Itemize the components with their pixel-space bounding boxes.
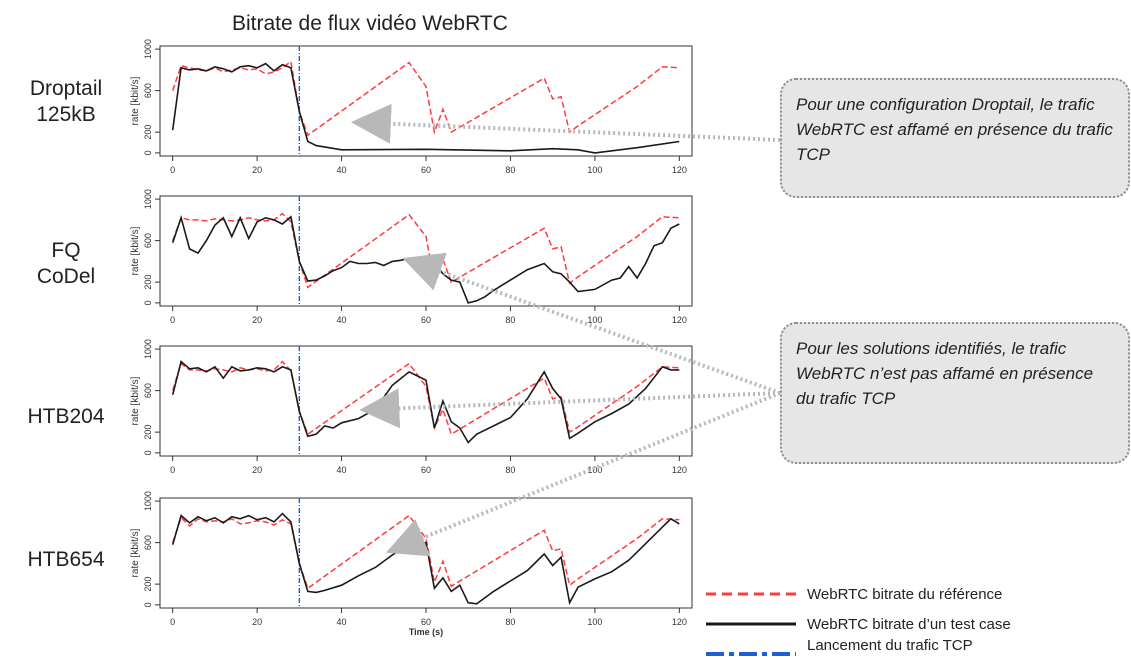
series-testcase-line bbox=[171, 360, 680, 444]
y-tick-label: 200 bbox=[143, 125, 153, 140]
plot-frame bbox=[159, 195, 693, 307]
y-tick-label: 1000 bbox=[143, 339, 153, 359]
x-tick-label: 20 bbox=[252, 315, 262, 325]
x-tick-label: 60 bbox=[421, 165, 431, 175]
y-tick-label: 1000 bbox=[143, 39, 153, 59]
plot-frame bbox=[159, 497, 693, 609]
row-label-htb204: HTB204 bbox=[1, 404, 131, 430]
plot-frame bbox=[159, 345, 693, 457]
x-tick-label: 40 bbox=[337, 617, 347, 627]
x-tick-label: 40 bbox=[337, 165, 347, 175]
x-tick-label: 0 bbox=[170, 315, 175, 325]
row-label-line1: Droptail bbox=[29, 77, 103, 100]
row-label-fq-codel: FQ CoDel bbox=[1, 238, 131, 290]
y-tick-label: 0 bbox=[143, 300, 153, 305]
y-tick-label: 1000 bbox=[143, 189, 153, 209]
x-tick-label: 80 bbox=[505, 315, 515, 325]
x-axis-label: Time (s) bbox=[409, 627, 443, 637]
y-tick-label: 0 bbox=[143, 602, 153, 607]
y-axis-label: rate [kbit/s] bbox=[130, 528, 141, 577]
panel-2: 0 200 600 1000 rate [kbit/s] 0 20 40 60 80 100 120 bbox=[130, 189, 693, 325]
chart-title: Bitrate de flux vidéo WebRTC bbox=[232, 12, 508, 35]
legend-testcase-label: WebRTC bitrate d’un test case bbox=[807, 616, 1011, 633]
x-tick-label: 100 bbox=[587, 617, 602, 627]
plot-frame bbox=[159, 45, 693, 157]
series-reference-line bbox=[171, 514, 680, 590]
y-tick-label: 200 bbox=[143, 275, 153, 290]
series-testcase-line bbox=[171, 512, 680, 606]
row-label-droptail: Droptail 125kB bbox=[1, 76, 131, 128]
callout-arrows bbox=[350, 103, 781, 557]
callout-arrow bbox=[359, 388, 781, 429]
row-label-htb654: HTB654 bbox=[1, 547, 131, 573]
legend bbox=[706, 592, 796, 656]
x-tick-label: 120 bbox=[672, 465, 687, 475]
callout-droptail: Pour une configuration Droptail, le traf… bbox=[780, 78, 1130, 198]
x-tick-label: 60 bbox=[421, 315, 431, 325]
y-tick-label: 0 bbox=[143, 450, 153, 455]
y-axis-label: rate [kbit/s] bbox=[130, 226, 141, 275]
y-tick-label: 200 bbox=[143, 425, 153, 440]
x-tick-label: 0 bbox=[170, 617, 175, 627]
row-label-line1: FQ bbox=[51, 239, 81, 262]
x-tick-label: 20 bbox=[252, 165, 262, 175]
y-tick-label: 0 bbox=[143, 150, 153, 155]
x-tick-label: 80 bbox=[505, 465, 515, 475]
callout-solutions: Pour les solutions identifiés, le trafic… bbox=[780, 322, 1130, 464]
legend-launch-label: Lancement du trafic TCP bbox=[807, 637, 973, 654]
x-tick-label: 120 bbox=[672, 617, 687, 627]
x-tick-label: 100 bbox=[587, 165, 602, 175]
x-tick-label: 60 bbox=[421, 617, 431, 627]
callout-arrow bbox=[402, 252, 781, 395]
y-tick-label: 600 bbox=[143, 535, 153, 550]
y-tick-label: 600 bbox=[143, 383, 153, 398]
series-reference-line bbox=[171, 60, 680, 137]
callout-arrow bbox=[350, 103, 781, 144]
x-tick-label: 20 bbox=[252, 465, 262, 475]
series-testcase-line bbox=[171, 215, 680, 304]
series-reference-line bbox=[171, 360, 680, 436]
series-reference-line bbox=[171, 212, 680, 289]
panel-4: 0 200 600 1000 rate [kbit/s] 0 20 40 60 80 100 120 T… bbox=[130, 491, 693, 637]
y-axis-label: rate [kbit/s] bbox=[130, 376, 141, 425]
row-label-line1: HTB204 bbox=[27, 405, 105, 428]
x-tick-label: 40 bbox=[337, 465, 347, 475]
x-tick-label: 40 bbox=[337, 315, 347, 325]
x-tick-label: 0 bbox=[170, 465, 175, 475]
x-tick-label: 20 bbox=[252, 617, 262, 627]
y-tick-label: 200 bbox=[143, 577, 153, 592]
row-label-line1: HTB654 bbox=[27, 548, 105, 571]
y-axis-label: rate [kbit/s] bbox=[130, 76, 141, 125]
legend-reference-label: WebRTC bitrate du référence bbox=[807, 586, 1003, 603]
y-tick-label: 1000 bbox=[143, 491, 153, 511]
series-testcase-line bbox=[171, 62, 680, 154]
row-label-line2: CoDel bbox=[36, 265, 96, 288]
y-tick-label: 600 bbox=[143, 233, 153, 248]
x-tick-label: 0 bbox=[170, 165, 175, 175]
row-label-line2: 125kB bbox=[36, 103, 96, 126]
callout-arrow bbox=[385, 391, 781, 557]
x-tick-label: 80 bbox=[505, 165, 515, 175]
panel-1: 0 200 600 1000 rate [kbit/s] 0 20 40 60 80 100 120 bbox=[130, 39, 693, 175]
x-tick-label: 80 bbox=[505, 617, 515, 627]
x-tick-label: 120 bbox=[672, 315, 687, 325]
x-tick-label: 60 bbox=[421, 465, 431, 475]
x-tick-label: 120 bbox=[672, 165, 687, 175]
y-tick-label: 600 bbox=[143, 83, 153, 98]
x-tick-label: 100 bbox=[587, 315, 602, 325]
